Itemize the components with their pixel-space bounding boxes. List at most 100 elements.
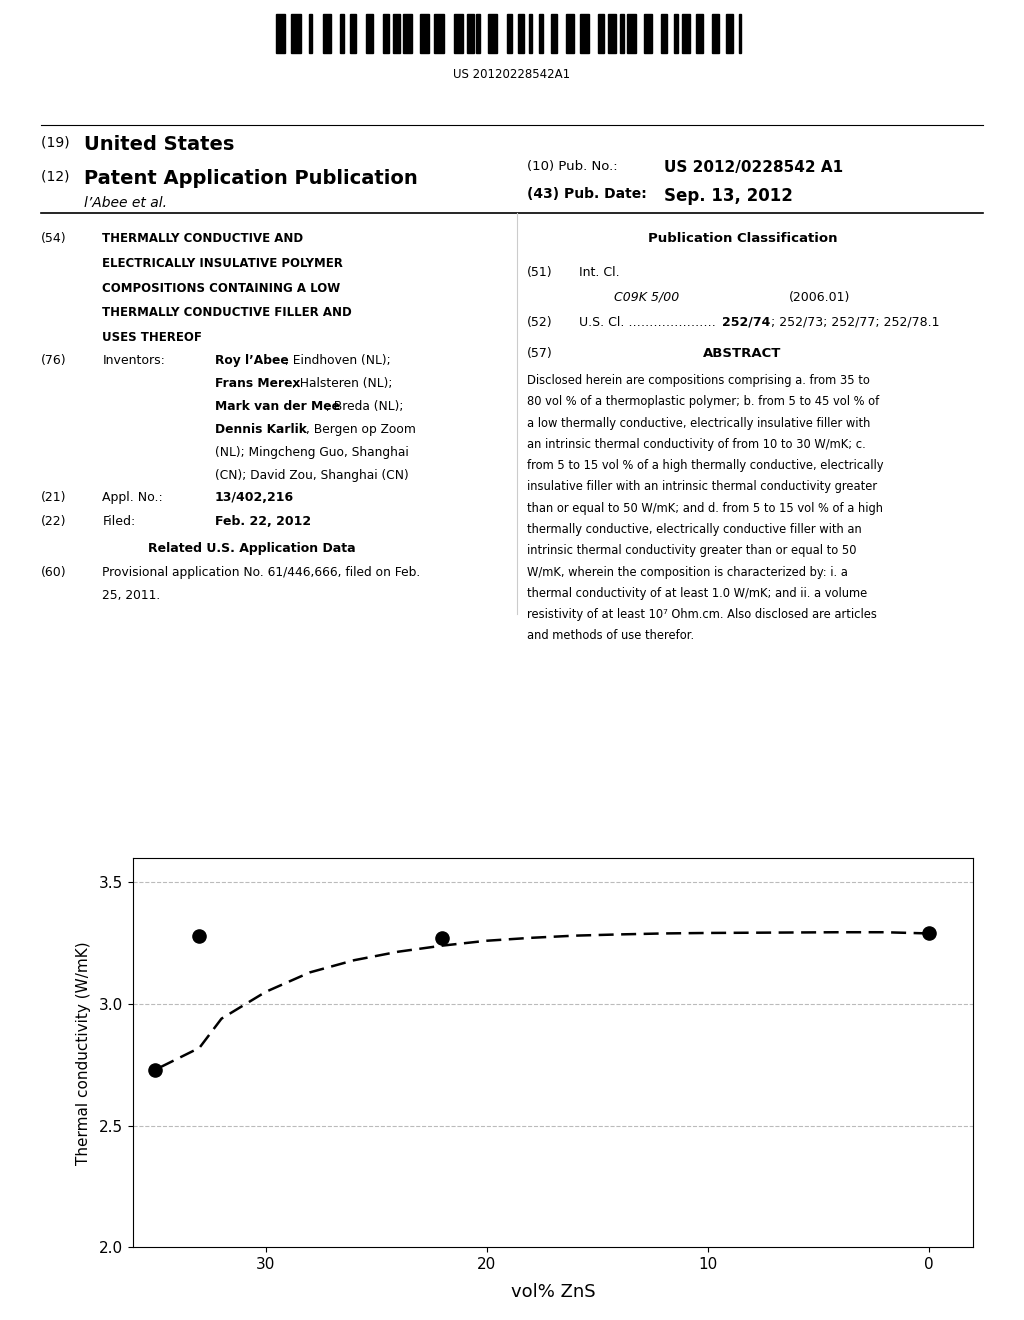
Point (147, 1059, 164, 1080)
Text: 25, 2011.: 25, 2011. (102, 589, 161, 602)
Bar (393, 15, 400, 53)
Text: Dennis Karlik: Dennis Karlik (215, 424, 307, 436)
Text: l’Abee et al.: l’Abee et al. (84, 197, 167, 210)
Bar (627, 15, 636, 53)
Text: ABSTRACT: ABSTRACT (703, 347, 781, 360)
Text: (CN); David Zou, Shanghai (CN): (CN); David Zou, Shanghai (CN) (215, 469, 409, 482)
Point (921, 923, 937, 944)
Text: Related U.S. Application Data: Related U.S. Application Data (148, 541, 356, 554)
Bar (276, 15, 286, 53)
Text: USES THEREOF: USES THEREOF (102, 330, 203, 343)
Text: (19): (19) (41, 135, 74, 149)
Text: Publication Classification: Publication Classification (647, 232, 838, 246)
Bar (726, 15, 733, 53)
Bar (340, 15, 344, 53)
Text: resistivity of at least 10⁷ Ohm.cm. Also disclosed are articles: resistivity of at least 10⁷ Ohm.cm. Also… (527, 609, 878, 622)
Text: US 20120228542A1: US 20120228542A1 (454, 67, 570, 81)
Text: Mark van der Mee: Mark van der Mee (215, 400, 340, 413)
Text: Disclosed herein are compositions comprising a. from 35 to: Disclosed herein are compositions compri… (527, 374, 870, 387)
Bar (644, 15, 652, 53)
Bar (323, 15, 332, 53)
Bar (366, 15, 374, 53)
Text: (76): (76) (41, 354, 67, 367)
Text: C09K 5/00: C09K 5/00 (614, 290, 680, 304)
Bar (598, 15, 603, 53)
Text: and methods of use therefor.: and methods of use therefor. (527, 630, 694, 643)
Text: Feb. 22, 2012: Feb. 22, 2012 (215, 515, 311, 528)
Bar (551, 15, 557, 53)
Text: , Eindhoven (NL);: , Eindhoven (NL); (285, 354, 390, 367)
Text: than or equal to 50 W/mK; and d. from 5 to 15 vol % of a high: than or equal to 50 W/mK; and d. from 5 … (527, 502, 884, 515)
Bar (455, 15, 463, 53)
Text: (22): (22) (41, 515, 67, 528)
Text: from 5 to 15 vol % of a high thermally conductive, electrically: from 5 to 15 vol % of a high thermally c… (527, 459, 884, 473)
Text: (10) Pub. No.:: (10) Pub. No.: (527, 160, 618, 173)
Bar (476, 15, 480, 53)
Bar (682, 15, 689, 53)
Text: 80 vol % of a thermoplastic polymer; b. from 5 to 45 vol % of: 80 vol % of a thermoplastic polymer; b. … (527, 395, 880, 408)
Bar (434, 15, 444, 53)
Text: , Bergen op Zoom: , Bergen op Zoom (305, 424, 416, 436)
Bar (350, 15, 355, 53)
Text: Appl. No.:: Appl. No.: (102, 491, 163, 504)
Bar (539, 15, 543, 53)
Text: Patent Application Publication: Patent Application Publication (84, 169, 418, 189)
Bar (528, 15, 532, 53)
Text: (12): (12) (41, 169, 74, 183)
Text: W/mK, wherein the composition is characterized by: i. a: W/mK, wherein the composition is charact… (527, 565, 848, 578)
Text: an intrinsic thermal conductivity of from 10 to 30 W/mK; c.: an intrinsic thermal conductivity of fro… (527, 438, 866, 451)
Text: U.S. Cl. …………………: U.S. Cl. ………………… (579, 315, 716, 329)
Text: (2006.01): (2006.01) (788, 290, 850, 304)
Bar (621, 15, 625, 53)
Text: Sep. 13, 2012: Sep. 13, 2012 (664, 187, 793, 206)
Text: , Halsteren (NL);: , Halsteren (NL); (292, 378, 392, 391)
Bar (309, 15, 312, 53)
Bar (738, 15, 741, 53)
Y-axis label: Thermal conductivity (W/mK): Thermal conductivity (W/mK) (76, 941, 91, 1164)
Bar (660, 15, 668, 53)
Bar (292, 15, 301, 53)
Point (434, 928, 451, 949)
Text: (52): (52) (527, 315, 553, 329)
Text: Filed:: Filed: (102, 515, 135, 528)
Text: Frans Merex: Frans Merex (215, 378, 300, 391)
Bar (518, 15, 524, 53)
Bar (675, 15, 678, 53)
Text: (51): (51) (527, 267, 553, 279)
Text: (NL); Mingcheng Guo, Shanghai: (NL); Mingcheng Guo, Shanghai (215, 446, 409, 459)
Bar (566, 15, 574, 53)
Bar (420, 15, 429, 53)
Text: 252/74: 252/74 (722, 315, 770, 329)
Text: Roy l’Abee: Roy l’Abee (215, 354, 289, 367)
Text: ; 252/73; 252/77; 252/78.1: ; 252/73; 252/77; 252/78.1 (771, 315, 940, 329)
Text: (54): (54) (41, 232, 67, 246)
Text: Int. Cl.: Int. Cl. (579, 267, 620, 279)
Text: COMPOSITIONS CONTAINING A LOW: COMPOSITIONS CONTAINING A LOW (102, 281, 341, 294)
Text: (60): (60) (41, 566, 67, 579)
Text: (21): (21) (41, 491, 67, 504)
Text: a low thermally conductive, electrically insulative filler with: a low thermally conductive, electrically… (527, 417, 870, 429)
Bar (383, 15, 389, 53)
Bar (608, 15, 616, 53)
Text: United States: United States (84, 135, 234, 154)
Text: 13/402,216: 13/402,216 (215, 491, 294, 504)
Text: thermal conductivity of at least 1.0 W/mK; and ii. a volume: thermal conductivity of at least 1.0 W/m… (527, 587, 867, 599)
Point (191, 925, 208, 946)
Text: intrinsic thermal conductivity greater than or equal to 50: intrinsic thermal conductivity greater t… (527, 544, 857, 557)
Text: THERMALLY CONDUCTIVE FILLER AND: THERMALLY CONDUCTIVE FILLER AND (102, 306, 352, 319)
Text: , Breda (NL);: , Breda (NL); (327, 400, 403, 413)
Bar (488, 15, 497, 53)
Text: (43) Pub. Date:: (43) Pub. Date: (527, 187, 647, 202)
Text: US 2012/0228542 A1: US 2012/0228542 A1 (664, 160, 843, 174)
Text: Provisional application No. 61/446,666, filed on Feb.: Provisional application No. 61/446,666, … (102, 566, 421, 579)
Text: thermally conductive, electrically conductive filler with an: thermally conductive, electrically condu… (527, 523, 862, 536)
Text: THERMALLY CONDUCTIVE AND: THERMALLY CONDUCTIVE AND (102, 232, 303, 246)
Bar (507, 15, 512, 53)
Bar (580, 15, 589, 53)
Bar (467, 15, 473, 53)
Text: Inventors:: Inventors: (102, 354, 165, 367)
Text: (57): (57) (527, 347, 553, 360)
Text: insulative filler with an intrinsic thermal conductivity greater: insulative filler with an intrinsic ther… (527, 480, 878, 494)
Bar (696, 15, 703, 53)
Bar (403, 15, 413, 53)
